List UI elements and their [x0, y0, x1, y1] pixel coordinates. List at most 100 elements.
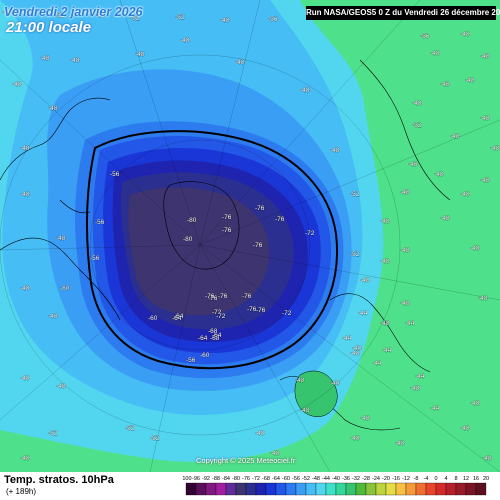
scale-color-swatch — [375, 482, 387, 496]
scale-color-swatch — [215, 482, 227, 496]
isotherm-value-label: -48 — [40, 55, 50, 62]
isotherm-value-label: -48 — [460, 31, 470, 38]
isotherm-value-label: -48 — [350, 435, 360, 442]
contour-band-minus-80 — [128, 187, 270, 316]
isotherm-value-label: -48 — [400, 247, 410, 254]
scale-tick-label: -36 — [342, 476, 350, 482]
isotherm-value-label: -48 — [400, 300, 410, 307]
isotherm-value-label: -48 — [220, 17, 230, 24]
isotherm-value-label: -80 — [183, 236, 193, 243]
forecast-time-title: 21:00 locale — [6, 19, 92, 36]
isotherm-value-label: -52 — [350, 251, 360, 258]
isotherm-value-label: -44 — [430, 405, 440, 412]
isotherm-value-label: -52 — [350, 191, 360, 198]
scale-color-swatch — [235, 482, 247, 496]
scale-color-swatch — [315, 482, 327, 496]
temperature-map: -48 -52 -48 -52 -48-52 -56-56 -48-48-48-48-48-… — [0, 0, 500, 472]
scale-color-swatch — [255, 482, 267, 496]
isotherm-value-label: -52 — [48, 430, 58, 437]
scale-tick-label: -72 — [252, 476, 260, 482]
isotherm-value-label: -76 — [275, 216, 285, 223]
footer-bar: Temp. stratos. 10hPa (+ 189h) -100-96-92… — [0, 472, 500, 500]
isotherm-value-label: -76 — [205, 293, 215, 300]
scale-tick-label: -44 — [322, 476, 330, 482]
scale-tick-label: -88 — [212, 476, 220, 482]
latitude-circle-45 — [0, 54, 401, 436]
scale-color-swatch — [395, 482, 407, 496]
scale-color-swatch — [445, 482, 457, 496]
isotherm-value-label: -72 — [282, 310, 292, 317]
isotherm-value-label: -48 — [235, 59, 245, 66]
isotherm-value-label: -48 — [20, 285, 30, 292]
isotherm-value-label: -64 — [198, 335, 208, 342]
variable-name: Temp. stratos. 10hPa — [4, 474, 114, 486]
isotherm-value-label: -76 — [208, 295, 218, 302]
isotherm-value-label: -48 — [410, 385, 420, 392]
scale-color-swatch — [275, 482, 287, 496]
scale-color-swatch — [405, 482, 417, 496]
scale-color-swatch — [295, 482, 307, 496]
scale-color-swatch — [305, 482, 317, 496]
isotherm-value-label: -64 — [172, 315, 182, 322]
scale-color-swatch — [465, 482, 477, 496]
isotherm-value-label: -60 — [148, 315, 158, 322]
scale-tick-label: -32 — [352, 476, 360, 482]
scale-tick-label: -60 — [282, 476, 290, 482]
isotherm-value-label: -48 — [470, 400, 480, 407]
isotherm-value-label: -68 — [210, 335, 220, 342]
isotherm-value-label: -40 — [352, 345, 362, 352]
isotherm-value-label: -80 — [187, 217, 197, 224]
isotherm-value-label: -48 — [450, 133, 460, 140]
scale-tick-label: -4 — [424, 476, 429, 482]
scale-tick-label: -84 — [222, 476, 230, 482]
isotherm-value-label: -48 — [360, 277, 370, 284]
meridian-lines — [0, 0, 500, 472]
isotherm-value-label: -48 — [95, 12, 105, 19]
scale-color-swatch — [345, 482, 357, 496]
scale-color-swatch — [195, 482, 207, 496]
isotherm-value-label: -52 — [412, 122, 422, 129]
scale-tick-label: -48 — [312, 476, 320, 482]
isotherm-value-label: -48 — [20, 191, 30, 198]
scale-tick-label: 16 — [473, 476, 479, 482]
isotherm-value-label: -72 — [216, 313, 226, 320]
isotherm-value-label: -44 — [358, 310, 368, 317]
isotherm-value-label: -48 — [430, 50, 440, 57]
scale-tick-label: -12 — [402, 476, 410, 482]
isotherm-value-label: -48 — [350, 350, 360, 357]
isotherm-value-label: -56 — [186, 357, 196, 364]
scale-tick-label: -8 — [414, 476, 419, 482]
scale-color-swatch — [435, 482, 447, 496]
isotherm-value-label: -48 — [12, 81, 22, 88]
isotherm-value-label: -76 — [256, 307, 266, 314]
polar-vortex-boundary — [86, 130, 338, 370]
scale-color-swatch — [325, 482, 337, 496]
scale-tick-label: 20 — [483, 476, 489, 482]
scale-tick-label: 0 — [434, 476, 437, 482]
isotherm-value-label: -48 — [135, 51, 145, 58]
isotherm-value-label: -56 — [90, 255, 100, 262]
isotherm-value-label: -52 — [55, 12, 65, 19]
isotherm-value-label: -48 — [440, 81, 450, 88]
isotherm-value-label: -48 — [56, 383, 66, 390]
isotherm-value-label: -48 — [330, 147, 340, 154]
isotherm-value-label: -48 — [478, 295, 488, 302]
isotherm-value-label: -48 — [360, 415, 370, 422]
isotherm-value-label: -56 — [268, 16, 278, 23]
copyright-notice: Copyright © 2025 Meteociel.fr — [196, 456, 296, 465]
isotherm-value-label: -48 — [56, 235, 66, 242]
scale-tick-label: -80 — [232, 476, 240, 482]
isotherm-value-label: -48 — [400, 189, 410, 196]
scale-tick-label: -76 — [242, 476, 250, 482]
scale-tick-label: 12 — [463, 476, 469, 482]
isotherm-value-label: -44 — [382, 347, 392, 354]
isotherm-value-label: -48 — [440, 215, 450, 222]
scale-tick-label: 4 — [444, 476, 447, 482]
isotherm-value-label: -48 — [48, 313, 58, 320]
isotherm-value-label: -48 — [70, 57, 80, 64]
lead-time: (+ 189h) — [6, 487, 37, 496]
isotherm-value-label: -68 — [208, 328, 218, 335]
scale-color-swatch — [285, 482, 297, 496]
isotherm-value-label: -56 — [95, 219, 105, 226]
isotherm-value-label: -48 — [300, 407, 310, 414]
